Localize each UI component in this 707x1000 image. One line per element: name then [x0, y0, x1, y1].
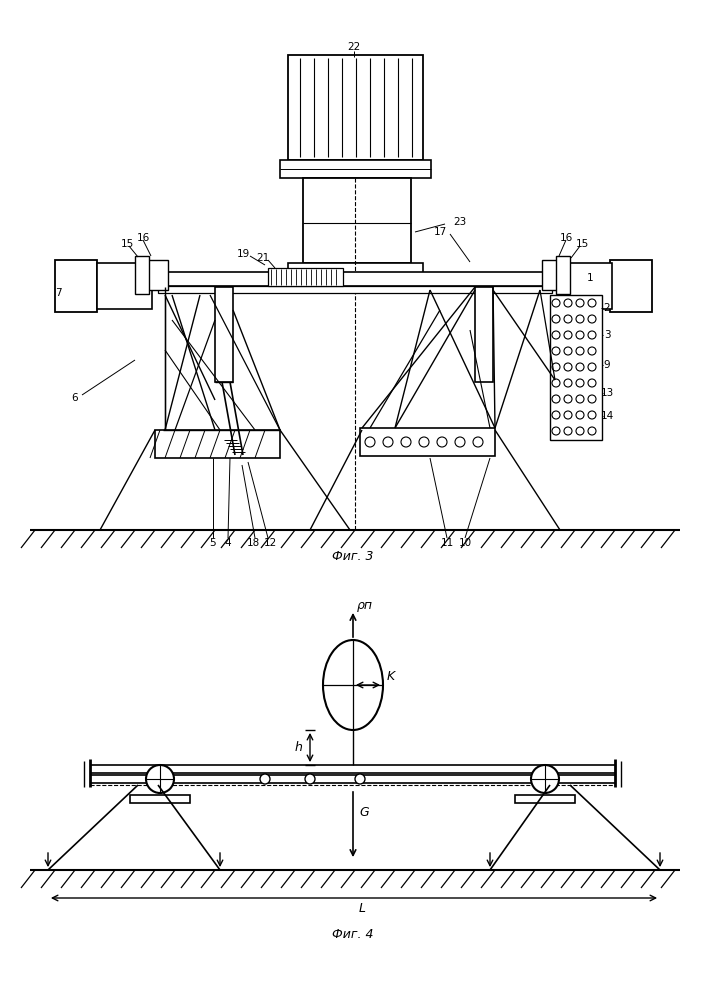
Bar [556, 256, 570, 294]
Circle shape [260, 774, 270, 784]
Text: 18: 18 [246, 538, 259, 548]
Bar [288, 263, 423, 277]
Text: 13: 13 [600, 388, 614, 398]
Text: 22: 22 [347, 42, 361, 52]
Bar [562, 263, 612, 309]
Bar [130, 795, 190, 803]
Circle shape [305, 774, 315, 784]
Bar [303, 178, 411, 263]
Text: 15: 15 [575, 239, 589, 249]
Bar [148, 260, 168, 290]
Text: 4: 4 [225, 538, 231, 548]
Bar [280, 160, 431, 178]
Text: 16: 16 [559, 233, 573, 243]
Text: 7: 7 [54, 288, 62, 298]
Bar [158, 286, 552, 293]
Text: 14: 14 [600, 411, 614, 421]
Bar [475, 287, 493, 382]
Bar [135, 256, 149, 294]
Text: ρп: ρп [357, 598, 373, 611]
Text: 3: 3 [604, 330, 610, 340]
Text: 11: 11 [440, 538, 454, 548]
Bar [268, 268, 343, 286]
Circle shape [146, 765, 174, 793]
Text: 19: 19 [236, 249, 250, 259]
Text: Фиг. 3: Фиг. 3 [332, 550, 374, 564]
Bar [550, 295, 602, 440]
Text: 12: 12 [264, 538, 276, 548]
Bar [542, 260, 562, 290]
Bar [288, 55, 423, 160]
Text: h: h [294, 741, 302, 754]
Bar [148, 272, 562, 286]
Text: 1: 1 [587, 273, 593, 283]
Text: K: K [387, 670, 395, 684]
Text: L: L [359, 902, 366, 915]
Bar [155, 430, 280, 458]
Text: 10: 10 [458, 538, 472, 548]
Text: 17: 17 [433, 227, 447, 237]
Text: 21: 21 [257, 253, 269, 263]
Text: Фиг. 4: Фиг. 4 [332, 928, 374, 942]
Text: 9: 9 [604, 360, 610, 370]
Bar [55, 260, 97, 312]
Text: G: G [359, 806, 368, 820]
Text: 16: 16 [136, 233, 150, 243]
Bar [515, 795, 575, 803]
Text: 23: 23 [453, 217, 467, 227]
Bar [610, 260, 652, 312]
Bar [97, 263, 152, 309]
Text: 15: 15 [120, 239, 134, 249]
Circle shape [531, 765, 559, 793]
Text: 6: 6 [71, 393, 78, 403]
Bar [360, 428, 495, 456]
Circle shape [355, 774, 365, 784]
Text: 5: 5 [210, 538, 216, 548]
Bar [215, 287, 233, 382]
Text: 2: 2 [604, 303, 610, 313]
